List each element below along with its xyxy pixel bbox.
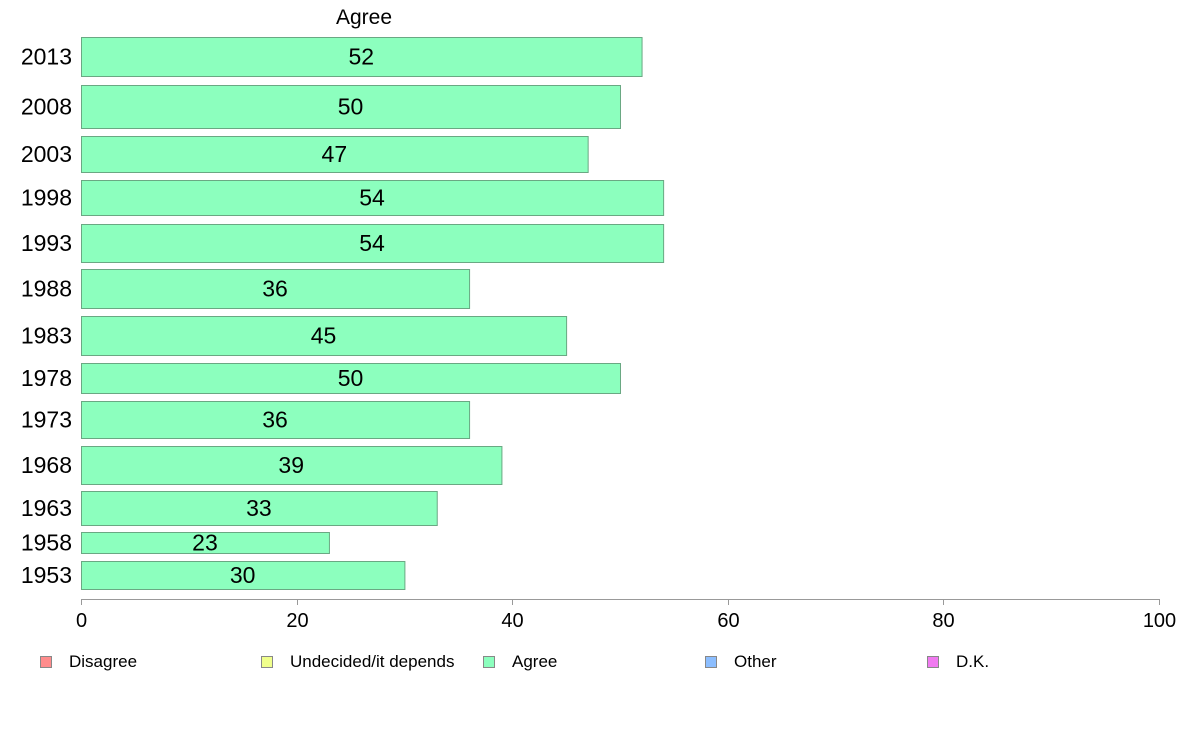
- x-tick-label: 0: [76, 610, 87, 632]
- bar-value-label: 54: [359, 230, 385, 256]
- bar: [81, 136, 589, 173]
- legend-label: Disagree: [69, 652, 138, 671]
- y-tick-label: 2003: [21, 141, 72, 167]
- bar: [81, 269, 471, 309]
- bar-value-label: 50: [338, 365, 364, 391]
- y-tick-label: 1953: [21, 562, 72, 588]
- bar: [81, 446, 503, 485]
- legend-label: Undecided/it depends: [290, 652, 455, 671]
- legend-label: Agree: [512, 652, 558, 671]
- bar: [81, 363, 621, 394]
- legend: Disagree Undecided/it depends Agree Othe…: [0, 652, 1188, 674]
- x-tick-label: 60: [717, 610, 739, 632]
- bar: [81, 561, 406, 590]
- bar-value-label: 33: [246, 495, 272, 521]
- y-tick-label: 1973: [21, 407, 72, 433]
- bar: [81, 401, 471, 439]
- x-tick-label: 40: [501, 610, 523, 632]
- legend-swatch-agree: [483, 656, 495, 668]
- legend-item-disagree: Disagree: [40, 652, 137, 672]
- legend-swatch-undecided: [261, 656, 273, 668]
- x-tick-label: 20: [286, 610, 308, 632]
- bar-value-label: 39: [278, 452, 304, 478]
- bar: [81, 85, 621, 129]
- legend-swatch-other: [705, 656, 717, 668]
- legend-item-agree: Agree: [483, 652, 557, 672]
- y-tick-label: 1968: [21, 452, 72, 478]
- y-tick-label: 2008: [21, 94, 72, 120]
- bar-value-label: 45: [311, 323, 337, 349]
- chart-title: Agree: [335, 6, 393, 29]
- legend-item-undecided: Undecided/it depends: [261, 652, 454, 672]
- y-tick-label: 2013: [21, 44, 72, 70]
- x-tick-label: 80: [932, 610, 954, 632]
- y-tick-label: 1983: [21, 323, 72, 349]
- y-tick-label: 1978: [21, 365, 72, 391]
- y-tick-label: 1998: [21, 185, 72, 211]
- bar-value-label: 30: [230, 562, 256, 588]
- bar-value-label: 50: [338, 94, 364, 120]
- x-tick-label: 100: [1143, 610, 1176, 632]
- bar-value-label: 36: [262, 407, 288, 433]
- bar-value-label: 23: [192, 530, 218, 556]
- legend-swatch-dk: [927, 656, 939, 668]
- y-tick-label: 1988: [21, 276, 72, 302]
- bar-value-label: 52: [348, 44, 374, 70]
- bar: [81, 491, 438, 526]
- y-tick-label: 1958: [21, 530, 72, 556]
- legend-item-dk: D.K.: [927, 652, 989, 672]
- bar: [81, 316, 568, 356]
- bar-value-label: 36: [262, 276, 288, 302]
- legend-label: D.K.: [956, 652, 990, 671]
- bar: [81, 37, 643, 77]
- legend-label: Other: [734, 652, 777, 671]
- bar-value-label: 47: [322, 141, 348, 167]
- legend-swatch-disagree: [40, 656, 52, 668]
- y-tick-label: 1993: [21, 230, 72, 256]
- bar: [81, 180, 665, 216]
- bar-value-label: 54: [359, 185, 385, 211]
- bar: [81, 224, 665, 263]
- legend-item-other: Other: [705, 652, 777, 672]
- bar: [81, 532, 330, 554]
- bar-chart: 52 2013 50 2008 47 2003 54 1998 54 1993 36 1988 45 19…: [21, 37, 1176, 632]
- y-tick-label: 1963: [21, 495, 72, 521]
